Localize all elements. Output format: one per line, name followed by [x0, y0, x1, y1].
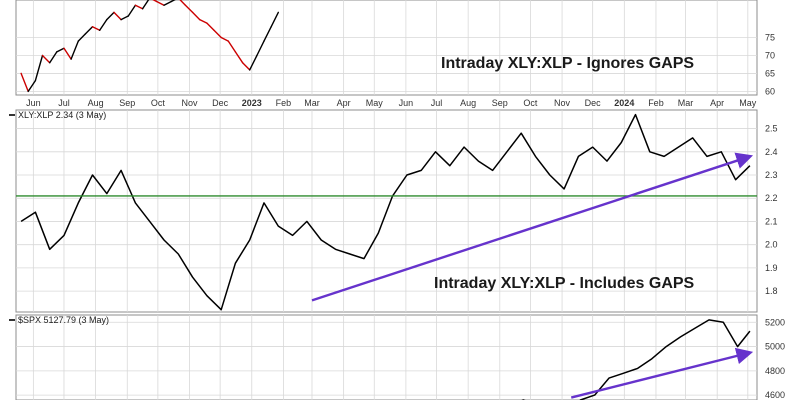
- top-series-segment: [206, 22, 215, 31]
- top-series-segment: [63, 47, 72, 60]
- y-tick-label: 1.9: [765, 263, 778, 273]
- top-series-segment: [263, 26, 272, 42]
- x-tick-label: Sep: [119, 98, 135, 108]
- top-series-segment: [256, 40, 265, 57]
- x-tick-label: 2024: [614, 98, 634, 108]
- x-tick-label: Dec: [585, 98, 602, 108]
- top-series-segment: [106, 11, 115, 21]
- x-tick-label: Dec: [212, 98, 229, 108]
- top-series-segment: [127, 4, 137, 17]
- y-tick-label: 2.5: [765, 124, 778, 134]
- x-tick-label: May: [366, 98, 384, 108]
- y-tick-label: 75: [765, 33, 775, 43]
- top-series-segment: [220, 36, 230, 42]
- x-tick-label: Jun: [399, 98, 414, 108]
- panel-frame-1: [15, 0, 758, 96]
- x-tick-label: Oct: [523, 98, 538, 108]
- y-tick-label: 2.4: [765, 147, 778, 157]
- top-panel-annotation: Intraday XLY:XLP - Ignores GAPS: [441, 55, 694, 72]
- middle-trend-arrow: [311, 152, 754, 302]
- top-series-segment: [179, 0, 187, 6]
- top-series-segment: [91, 26, 101, 31]
- top-series-segment: [134, 4, 144, 10]
- series-line-panel-3: [509, 319, 751, 405]
- y-tick-label: 5200: [765, 317, 785, 327]
- top-series-segment: [41, 54, 51, 64]
- top-series-segment: [141, 0, 150, 10]
- top-series-segment: [163, 0, 172, 6]
- top-series-segment: [198, 18, 208, 24]
- x-tick-label: Apr: [710, 98, 724, 108]
- x-tick-label: Jun: [26, 98, 41, 108]
- y-tick-label: 2.3: [765, 170, 778, 180]
- top-series-segment: [184, 4, 194, 14]
- top-series-segment: [56, 47, 65, 53]
- y-tick-label: 4800: [765, 366, 785, 376]
- x-tick-label: Sep: [492, 98, 508, 108]
- x-tick-label: 2023: [242, 98, 262, 108]
- overlays: [9, 114, 757, 399]
- top-series-segment: [120, 15, 130, 21]
- y-tick-label: 2.1: [765, 216, 778, 226]
- top-series-segment: [191, 11, 201, 21]
- top-series-segment: [213, 29, 222, 39]
- x-tick-label: Aug: [460, 98, 476, 108]
- x-tick-label: May: [739, 98, 757, 108]
- y-tick-label: 70: [765, 50, 775, 60]
- top-series-segment: [227, 40, 237, 53]
- y-tick-label: 2.2: [765, 193, 778, 203]
- x-tick-label: Oct: [151, 98, 166, 108]
- panel3-header: $SPX 5127.79 (3 May): [18, 315, 109, 325]
- top-series-segment: [234, 51, 244, 64]
- top-series-segment: [27, 79, 37, 93]
- y-tick-label: 60: [765, 86, 775, 96]
- top-series-segment: [98, 18, 108, 31]
- panel2-header: XLY:XLP 2.34 (3 May): [18, 110, 106, 120]
- y-tick-label: 1.8: [765, 286, 778, 296]
- top-series-segment: [156, 0, 165, 6]
- top-series-segment: [113, 11, 122, 21]
- y-tick-label: 5000: [765, 342, 785, 352]
- bottom-trend-arrow: [570, 347, 754, 399]
- y-tick-label: 4600: [765, 390, 785, 400]
- top-series-segment: [77, 33, 87, 42]
- y-tick-label: 65: [765, 68, 775, 78]
- gridlines: [16, 0, 757, 400]
- x-tick-label: Aug: [88, 98, 104, 108]
- top-series-segment: [84, 26, 94, 35]
- text-labels: XLY:XLP 2.34 (3 May) $SPX 5127.79 (3 May…: [18, 33, 785, 401]
- x-tick-label: Feb: [648, 98, 664, 108]
- x-tick-label: Feb: [276, 98, 292, 108]
- x-tick-label: Jul: [431, 98, 443, 108]
- series-lines: [20, 0, 751, 405]
- top-series-segment: [248, 54, 258, 71]
- middle-panel-annotation: Intraday XLY:XLP - Includes GAPS: [434, 275, 695, 292]
- top-series-segment: [49, 51, 58, 64]
- x-tick-label: Nov: [182, 98, 199, 108]
- top-series-segment: [170, 0, 176, 3]
- x-tick-label: Mar: [678, 98, 694, 108]
- series-line-panel-2: [20, 113, 751, 311]
- y-tick-label: 2.0: [765, 240, 778, 250]
- top-series-segment: [241, 62, 251, 71]
- top-series-segment: [34, 54, 44, 82]
- top-series-segment: [152, 0, 158, 3]
- x-tick-label: Mar: [304, 98, 320, 108]
- x-tick-label: Apr: [337, 98, 351, 108]
- top-series-segment: [20, 72, 29, 93]
- x-tick-label: Jul: [58, 98, 70, 108]
- top-series-segment: [70, 40, 80, 60]
- panel-frame-2: [15, 109, 758, 313]
- x-tick-label: Nov: [554, 98, 571, 108]
- top-series-segment: [270, 11, 279, 28]
